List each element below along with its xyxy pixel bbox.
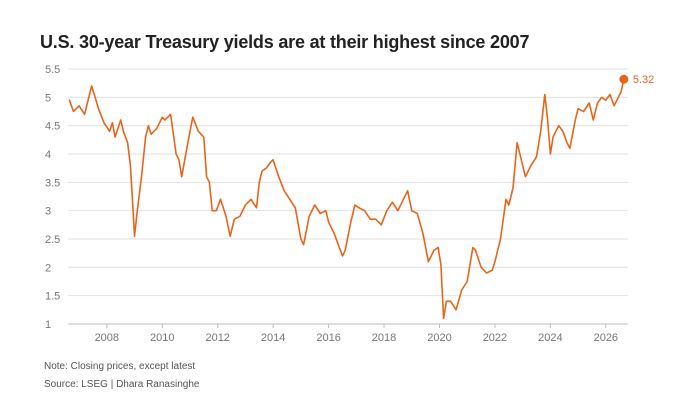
y-axis-ticks: 1 1.5 2 2.5 3 3.5 4 4.5 5 5.5 [45,64,60,331]
latest-value-marker [619,74,629,84]
x-tick-label: 2020 [427,332,451,344]
y-tick-label: 3 [45,206,51,218]
y-tick-label: 5.5 [45,64,60,76]
x-tick-label: 2022 [483,332,507,344]
x-tick-label: 2010 [150,332,174,344]
series-line-30yr-yield [68,78,625,320]
x-tick-label: 2024 [538,332,562,344]
chart-note: Note: Closing prices, except latest [44,361,196,372]
chart-source: Source: LSEG | Dhara Ranasinghe [44,379,200,390]
y-tick-label: 2 [45,262,51,274]
y-tick-label: 4.5 [45,121,60,133]
x-axis-ticks: 2008 2010 2012 2014 2016 2018 2020 2022 2024 2026 [95,324,618,344]
y-tick-label: 4 [45,149,51,161]
x-tick-label: 2008 [95,332,119,344]
x-tick-label: 2014 [261,332,285,344]
y-tick-label: 1 [45,319,51,331]
y-tick-label: 1.5 [45,291,60,303]
latest-value-label: 5.32 [633,74,654,86]
chart-title: U.S. 30-year Treasury yields are at thei… [40,32,530,52]
y-tick-label: 5 [45,92,51,104]
x-tick-label: 2012 [205,332,229,344]
y-tick-label: 3.5 [45,177,60,189]
y-tick-label: 2.5 [45,234,60,246]
x-tick-label: 2026 [594,332,618,344]
x-tick-label: 2018 [372,332,396,344]
x-tick-label: 2016 [316,332,340,344]
